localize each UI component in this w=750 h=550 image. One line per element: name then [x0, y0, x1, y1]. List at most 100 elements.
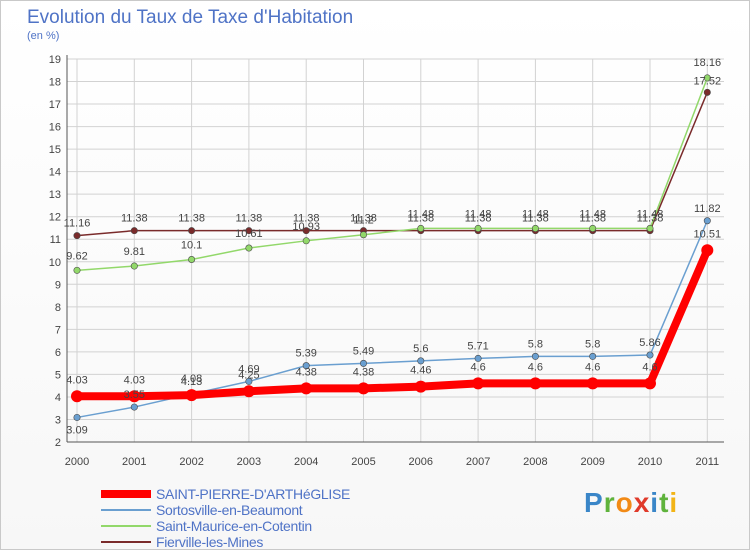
data-label: 4.38 [295, 366, 316, 378]
legend-item: Fierville-les-Mines [101, 534, 350, 550]
x-tick-label: 2009 [580, 456, 604, 468]
data-point [245, 377, 253, 385]
data-label: 11.38 [407, 213, 434, 225]
data-label: 11.38 [121, 213, 148, 225]
data-label: 4.03 [124, 374, 145, 386]
data-label: 9.81 [124, 246, 145, 258]
data-label: 11.16 [64, 218, 91, 230]
legend-swatch [101, 525, 151, 527]
legend-swatch [101, 490, 151, 498]
y-tick-label: 8 [55, 302, 61, 314]
data-label: 3.09 [66, 424, 87, 436]
data-point [359, 231, 367, 239]
data-point [646, 224, 654, 232]
data-point [417, 224, 425, 232]
data-point [586, 377, 599, 390]
data-label: 4.6 [528, 361, 543, 373]
y-tick-label: 6 [55, 347, 61, 359]
data-point [188, 227, 196, 235]
data-label: 3.55 [124, 389, 145, 401]
y-tick-label: 5 [55, 369, 61, 381]
data-label: 5.6 [413, 343, 428, 355]
series-line [77, 248, 711, 401]
data-point [531, 352, 539, 360]
legend-label: Saint-Maurice-en-Cotentin [156, 518, 312, 534]
data-point [357, 382, 370, 395]
x-tick-label: 2001 [122, 456, 146, 468]
y-tick-label: 18 [49, 77, 61, 89]
data-label: 5.39 [295, 348, 316, 360]
data-label: 11.48 [407, 208, 434, 220]
data-label: 11.38 [465, 213, 492, 225]
data-label: 11.2 [353, 215, 374, 227]
data-point [589, 224, 597, 232]
y-tick-label: 13 [49, 189, 61, 201]
data-point [646, 351, 654, 359]
logo-letter: P [584, 487, 604, 518]
data-point [188, 256, 196, 264]
x-tick-label: 2002 [179, 456, 203, 468]
data-label: 11.48 [579, 208, 606, 220]
data-point [73, 266, 81, 274]
x-tick-label: 2000 [65, 456, 89, 468]
legend-item: SAINT-PIERRE-D'ARTHéGLISE [101, 486, 350, 502]
data-label: 4.25 [238, 369, 259, 381]
data-label: 11.38 [522, 213, 549, 225]
data-label: 11.48 [465, 208, 492, 220]
y-tick-label: 19 [49, 54, 61, 66]
logo-letter: t [659, 487, 670, 518]
data-label: 4.46 [410, 365, 431, 377]
y-tick-label: 14 [49, 167, 61, 179]
data-label: 11.38 [637, 213, 664, 225]
y-tick-label: 11 [50, 234, 61, 246]
y-tick-label: 4 [55, 392, 61, 404]
y-tick-label: 3 [55, 414, 61, 426]
data-point [703, 88, 711, 96]
data-label: 5.8 [528, 338, 543, 350]
data-label: 10.61 [235, 228, 263, 240]
data-point [417, 357, 425, 365]
legend-item: Saint-Maurice-en-Cotentin [101, 518, 350, 534]
data-label: 11.38 [350, 213, 377, 225]
legend-label: Fierville-les-Mines [156, 534, 264, 550]
data-label: 5.71 [467, 340, 488, 352]
data-label: 10.51 [694, 228, 722, 240]
x-tick-label: 2005 [351, 456, 375, 468]
data-label: 11.38 [236, 213, 263, 225]
data-point [185, 389, 198, 402]
data-label: 4.69 [238, 363, 259, 375]
legend-swatch [101, 509, 151, 511]
x-tick-label: 2008 [523, 456, 547, 468]
data-point [414, 380, 427, 393]
data-label: 9.62 [66, 250, 87, 262]
y-tick-label: 7 [55, 324, 61, 336]
data-point [703, 217, 711, 225]
data-label: 11.48 [522, 208, 549, 220]
proxiti-logo: Proxiti [584, 487, 678, 519]
data-label: 5.49 [353, 345, 374, 357]
data-point [130, 262, 138, 270]
series-line [76, 92, 708, 237]
data-point [359, 359, 367, 367]
data-point [245, 227, 253, 235]
data-point [300, 382, 313, 395]
data-label: 11.82 [694, 203, 721, 215]
logo-letter: r [603, 487, 616, 518]
x-tick-label: 2003 [237, 456, 261, 468]
data-point [73, 232, 81, 240]
y-tick-label: 10 [49, 257, 61, 269]
legend-swatch [101, 541, 151, 543]
data-label: 11.38 [293, 213, 320, 225]
data-label: 5.86 [639, 337, 660, 349]
data-label: 4.08 [181, 373, 202, 385]
chart-legend: SAINT-PIERRE-D'ARTHéGLISE Sortosville-en-… [101, 486, 350, 550]
y-tick-label: 16 [49, 122, 61, 134]
data-point [701, 244, 714, 257]
y-tick-label: 15 [49, 144, 61, 156]
y-tick-label: 12 [49, 212, 61, 224]
data-point [529, 377, 542, 390]
data-point [644, 377, 656, 390]
data-label: 18.16 [694, 57, 722, 69]
